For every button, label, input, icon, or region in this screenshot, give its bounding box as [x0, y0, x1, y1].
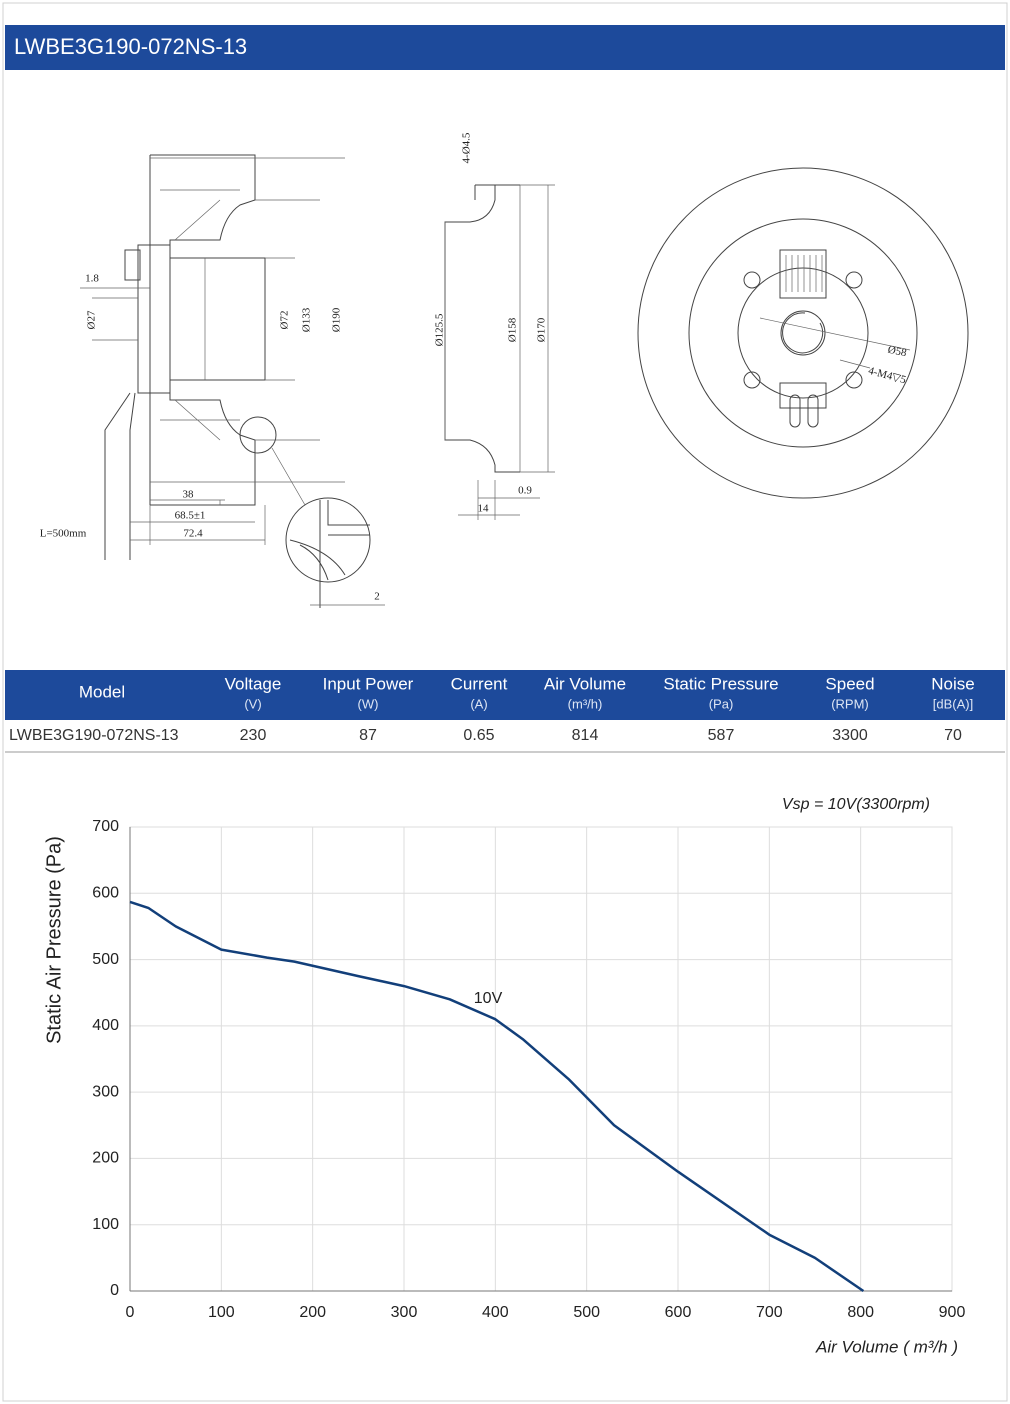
- column-name: Air Volume: [544, 674, 626, 693]
- column-unit: (W): [358, 696, 379, 711]
- dim-label: 1.8: [85, 273, 99, 285]
- x-tick-label: 900: [939, 1304, 966, 1321]
- header-title: LWBE3G190-072NS-13: [14, 34, 247, 59]
- plot-area: [129, 826, 953, 1292]
- y-tick-label: 700: [92, 818, 119, 835]
- dim-label: 68.5±1: [175, 510, 206, 522]
- x-tick-label: 300: [391, 1304, 418, 1321]
- x-tick-label: 800: [847, 1304, 874, 1321]
- dim-label: 14: [478, 503, 490, 515]
- x-axis-label: Air Volume ( m³/h ): [815, 1337, 958, 1356]
- annotation: Vsp = 10V(3300rpm): [782, 796, 930, 813]
- dim-label: Ø27: [86, 310, 98, 329]
- dim-label: 2: [374, 591, 380, 603]
- column-unit: (RPM): [831, 696, 869, 711]
- dim-label: Ø133: [301, 307, 313, 332]
- y-tick-label: 400: [92, 1017, 119, 1034]
- column-name: Noise: [931, 674, 974, 693]
- x-tick-label: 0: [126, 1304, 135, 1321]
- table-cell: 814: [572, 727, 599, 744]
- dim-label: Ø170: [536, 317, 548, 342]
- series-line: [129, 900, 865, 1293]
- column-name: Input Power: [323, 674, 414, 693]
- dim-label: 38: [183, 489, 195, 501]
- x-tick-label: 600: [665, 1304, 692, 1321]
- y-tick-label: 200: [92, 1150, 119, 1167]
- y-tick-label: 100: [92, 1216, 119, 1233]
- y-tick-label: 300: [92, 1083, 119, 1100]
- series-label: 10V: [474, 990, 503, 1007]
- column-name: Voltage: [225, 674, 282, 693]
- dim-label: 72.4: [183, 528, 203, 540]
- column-unit: (V): [244, 696, 261, 711]
- column-unit: (Pa): [709, 696, 734, 711]
- table-cell: 0.65: [463, 727, 494, 744]
- chart: 0 100 200 300 400 500 600 700 800 900 0 100 200 300 40…: [43, 796, 965, 1356]
- column-name: Current: [451, 674, 508, 693]
- dim-label: Ø158: [507, 317, 519, 342]
- dim-label: Ø58: [887, 344, 909, 360]
- y-tick-label: 0: [110, 1282, 119, 1299]
- drawing: 1.8 Ø27 Ø72 Ø133 Ø190 38 68.5±1 72.4 L=5…: [40, 132, 969, 608]
- dim-label: Ø190: [331, 307, 343, 332]
- column-name: Model: [79, 682, 125, 701]
- table-header: [5, 670, 1005, 720]
- header-bar: [5, 25, 1005, 70]
- x-tick-label: 200: [299, 1304, 326, 1321]
- table-cell: LWBE3G190-072NS-13: [9, 727, 179, 744]
- dim-label: 4-M4▽5: [867, 365, 908, 387]
- table-cell: 230: [240, 727, 267, 744]
- x-tick-label: 100: [208, 1304, 235, 1321]
- dim-label: Ø125.5: [434, 313, 446, 346]
- table-cell: 87: [359, 727, 377, 744]
- dim-label: L=500mm: [40, 528, 87, 540]
- x-tick-label: 700: [756, 1304, 783, 1321]
- column-unit: [dB(A)]: [933, 696, 973, 711]
- dim-label: Ø72: [279, 311, 291, 330]
- column-name: Static Pressure: [663, 674, 778, 693]
- x-tick-label: 500: [573, 1304, 600, 1321]
- table: Model Voltage (V) Input Power (W) Current (A) A…: [9, 674, 975, 744]
- table-cell: 587: [708, 727, 735, 744]
- column-unit: (A): [470, 696, 487, 711]
- dim-label: 4-Ø4.5: [461, 132, 473, 163]
- column-unit: (m³/h): [568, 696, 603, 711]
- x-tick-label: 400: [482, 1304, 509, 1321]
- y-tick-label: 600: [92, 885, 119, 902]
- table-cell: 3300: [832, 727, 868, 744]
- y-tick-label: 500: [92, 951, 119, 968]
- column-name: Speed: [825, 674, 874, 693]
- dim-label: 0.9: [518, 485, 532, 497]
- table-cell: 70: [944, 727, 962, 744]
- y-axis-label: Static Air Pressure (Pa): [43, 836, 65, 1044]
